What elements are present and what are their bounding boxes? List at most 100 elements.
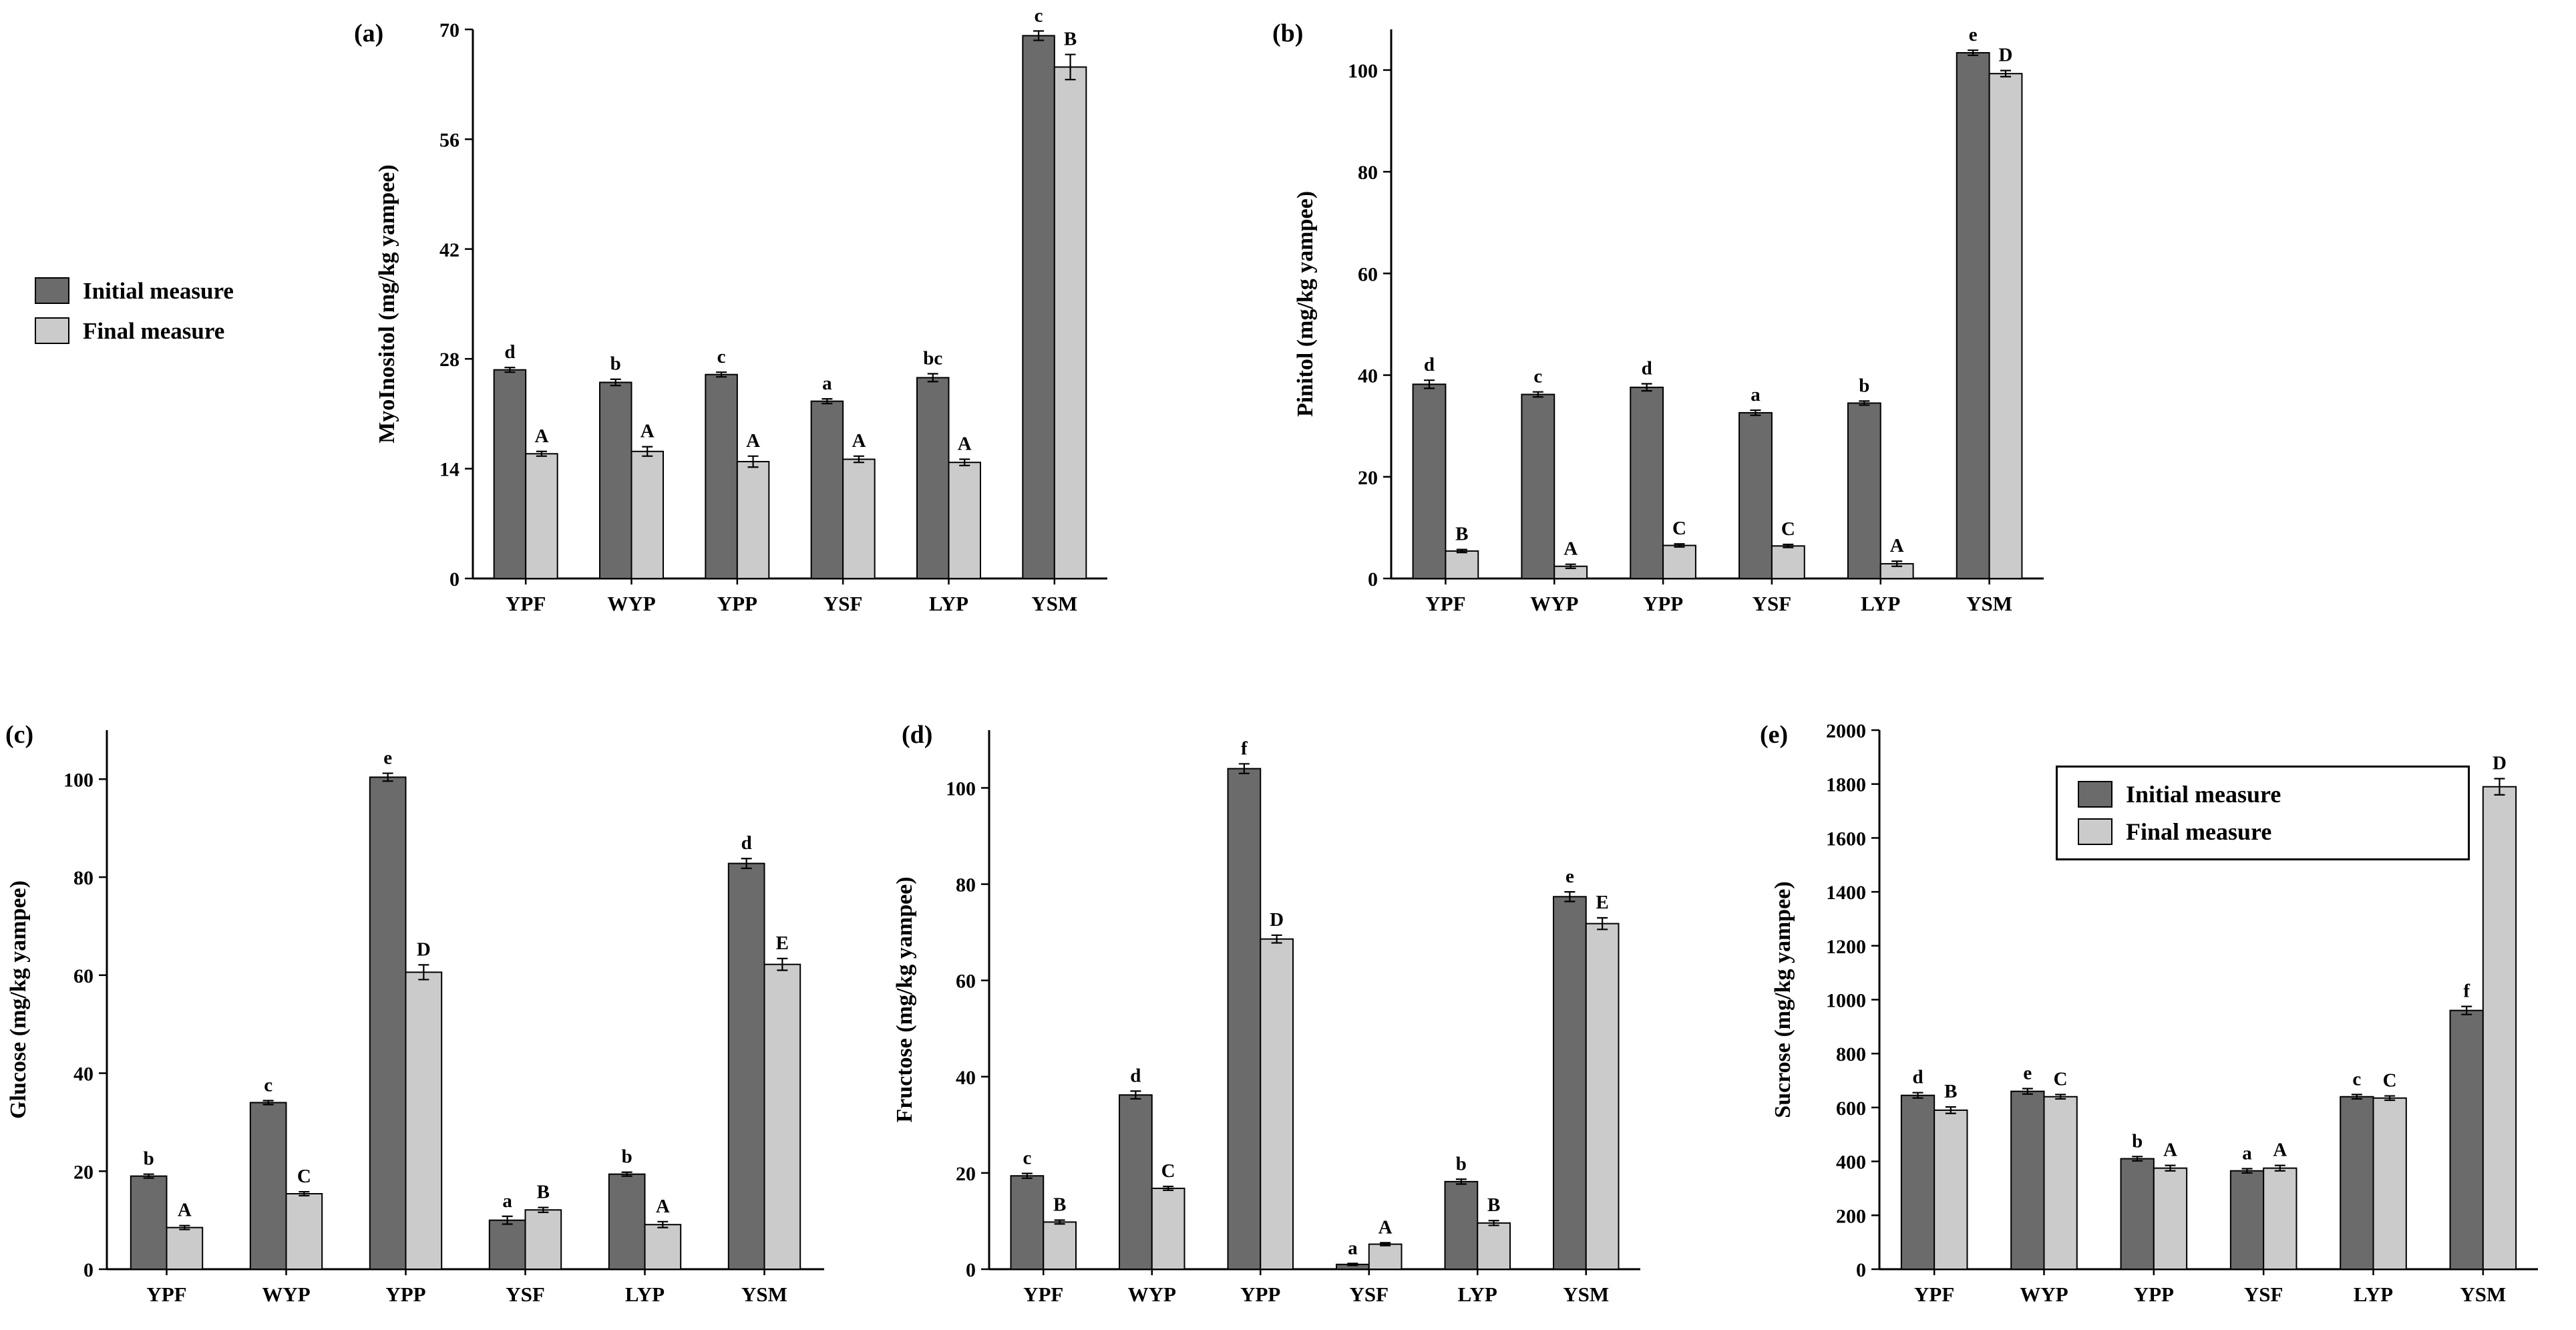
bar-initial-YSF: [488, 1219, 526, 1270]
sig-letter: c: [264, 1075, 272, 1096]
sig-letter: E: [1596, 892, 1608, 913]
bar-final-LYP: [2372, 1097, 2407, 1271]
legend-item-initial: Initial measure: [2078, 781, 2448, 808]
sig-letter: c: [2352, 1069, 2361, 1090]
sig-letter: c: [1533, 366, 1542, 387]
bar-final-YPP: [736, 461, 770, 579]
y-tick-label: 20: [956, 1163, 976, 1185]
bar-final-WYP: [2043, 1096, 2078, 1270]
y-tick-label: 40: [1358, 365, 1378, 387]
bar-initial-YSM: [1956, 52, 1990, 579]
legend-label-initial: Initial measure: [2126, 781, 2281, 808]
bar-final-YSF: [524, 1209, 562, 1270]
bar-initial-LYP: [1444, 1180, 1479, 1270]
x-category-label: LYP: [1861, 592, 1900, 615]
bar-initial-YSM: [2449, 1009, 2484, 1270]
x-category-label: WYP: [607, 592, 655, 615]
sig-letter: C: [297, 1166, 311, 1187]
legend-main: Initial measure Final measure: [35, 277, 234, 344]
y-tick-label: 20: [1358, 467, 1378, 489]
y-tick-label: 70: [439, 19, 459, 41]
x-category-label: WYP: [1530, 592, 1578, 615]
bar-initial-YSF: [810, 400, 844, 580]
bar-final-YPP: [1662, 544, 1696, 579]
sig-letter: A: [1563, 538, 1578, 560]
legend-item-initial: Initial measure: [35, 277, 234, 304]
x-category-label: WYP: [2020, 1283, 2068, 1306]
y-tick-label: 600: [1836, 1098, 1866, 1120]
y-tick-label: 0: [449, 568, 459, 591]
x-category-label: YPP: [717, 592, 757, 615]
x-category-label: WYP: [1128, 1283, 1176, 1306]
y-tick-label: 60: [1358, 263, 1378, 285]
x-category-label: WYP: [262, 1283, 310, 1306]
bar-final-YSM: [2482, 786, 2517, 1271]
y-axis-label: MyoInositol (mg/kg yampee): [375, 164, 399, 443]
chart-pinitol: 0 20 40 60 80 100 YPF d B WYP c A YPP d C YSF a C LYP b A YSM…: [1206, 0, 2100, 641]
chart-canvas-a: 0 14 28 42 56 70 YPF d A WYP b A YPP c A YSF a A LYP bc A YSM…: [354, 5, 1107, 615]
x-category-label: YSM: [2460, 1283, 2506, 1306]
x-category-label: YPF: [1425, 592, 1465, 615]
x-category-label: YSM: [1031, 592, 1077, 615]
y-tick-label: 0: [1856, 1259, 1866, 1281]
bar-initial-YPP: [2120, 1158, 2155, 1270]
sig-letter: b: [610, 353, 621, 375]
sig-letter: D: [417, 939, 431, 960]
sig-letter: c: [717, 346, 726, 367]
sig-letter: C: [1781, 518, 1795, 540]
chart-canvas-d: 020406080100YPFcBWYPdCYPPfDYSFaALYPbBYSM…: [892, 721, 1640, 1306]
chart-sucrose: Initial measure Final measure 0 200 400 600…: [1690, 708, 2576, 1327]
panel-label: (b): [1272, 19, 1303, 47]
bar-final-YPP: [405, 971, 443, 1270]
y-tick-label: 28: [439, 349, 459, 371]
x-category-label: LYP: [1458, 1283, 1497, 1306]
legend-swatch-final-icon: [35, 317, 69, 344]
bar-initial-WYP: [599, 381, 632, 580]
sig-letter: A: [640, 421, 655, 442]
chart-glucose: 0 20 40 60 80 100 YPF b A WYP c C YPP e D YSF a B LYP b A YSM…: [0, 708, 855, 1327]
bar-final-YSF: [842, 458, 876, 579]
bar-final-LYP: [644, 1224, 682, 1270]
bar-final-LYP: [948, 462, 981, 579]
y-tick-label: 60: [73, 965, 94, 987]
sig-letter: E: [776, 933, 789, 954]
y-tick-label: 100: [1348, 60, 1378, 82]
panel-label: (c): [5, 721, 33, 749]
y-tick-label: 400: [1836, 1152, 1866, 1174]
y-tick-label: 1200: [1826, 936, 1866, 958]
chart-fructose: 0 20 40 60 80 100 YPF c B WYP d C YPP f D YSF a A LYP b B YSM…: [801, 708, 1690, 1327]
y-tick-label: 20: [73, 1161, 94, 1183]
sig-letter: A: [656, 1196, 670, 1217]
bar-initial-WYP: [249, 1102, 287, 1271]
x-category-label: YSF: [1349, 1283, 1389, 1306]
x-category-label: YPP: [1643, 592, 1683, 615]
sig-letter: d: [1130, 1065, 1141, 1086]
y-tick-label: 80: [1358, 162, 1378, 184]
bar-initial-YSF: [1738, 411, 1773, 580]
x-category-label: YPP: [1240, 1283, 1280, 1306]
sig-letter: e: [2023, 1063, 2032, 1084]
bar-final-LYP: [1477, 1222, 1511, 1270]
legend-item-final: Final measure: [35, 317, 234, 344]
sig-letter: A: [2163, 1140, 2177, 1161]
sig-letter: C: [2383, 1070, 2397, 1092]
bar-final-YPF: [1445, 550, 1479, 580]
x-category-label: LYP: [929, 592, 968, 615]
sig-letter: a: [2242, 1142, 2252, 1164]
bar-initial-YSM: [727, 862, 765, 1271]
bar-final-YPF: [1934, 1109, 1968, 1270]
x-category-label: LYP: [2354, 1283, 2393, 1306]
bar-initial-YPP: [1227, 768, 1262, 1270]
y-tick-label: 1000: [1826, 990, 1866, 1012]
sig-letter: B: [1064, 29, 1077, 50]
bar-final-YSM: [1988, 73, 2023, 579]
bar-initial-YSF: [2229, 1170, 2265, 1270]
y-tick-label: 1800: [1826, 774, 1866, 796]
x-category-label: YPP: [385, 1283, 425, 1306]
bar-final-YPF: [525, 453, 558, 579]
sig-letter: b: [1859, 375, 1869, 396]
sig-letter: a: [1348, 1237, 1358, 1259]
y-tick-label: 60: [956, 971, 976, 993]
y-tick-label: 1400: [1826, 882, 1866, 904]
x-category-label: YPF: [1914, 1283, 1954, 1306]
